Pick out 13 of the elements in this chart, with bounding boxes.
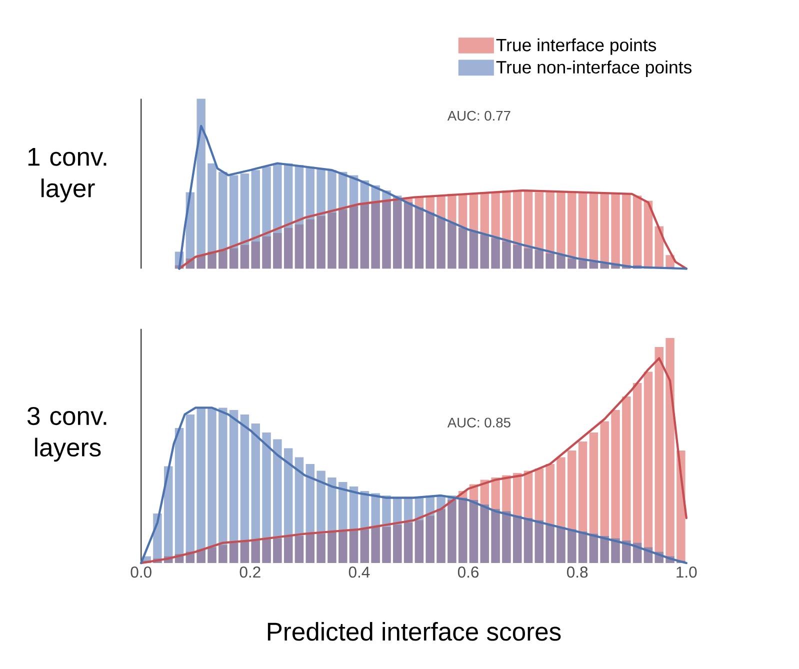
x-tick-label: 0.8 (567, 566, 588, 578)
legend-label: True interface points (496, 38, 656, 55)
x-tick-label: 0.2 (240, 566, 260, 578)
annotation: AUC: 0.77 (447, 110, 510, 121)
y-axis-title: 1 conv. layer (28, 148, 106, 203)
x-tick-label: 0.4 (348, 566, 370, 578)
y-axis-title: 3 conv. layers (27, 407, 106, 462)
annotation: AUC: 0.85 (447, 418, 510, 428)
legend-label: True non-interface points (496, 60, 692, 78)
x-axis-title: Predicted interface scores (268, 622, 561, 641)
x-tick-label: 0.6 (458, 566, 479, 578)
x-tick-label: 1.0 (676, 566, 697, 578)
x-tick-label: 0.0 (130, 566, 152, 578)
